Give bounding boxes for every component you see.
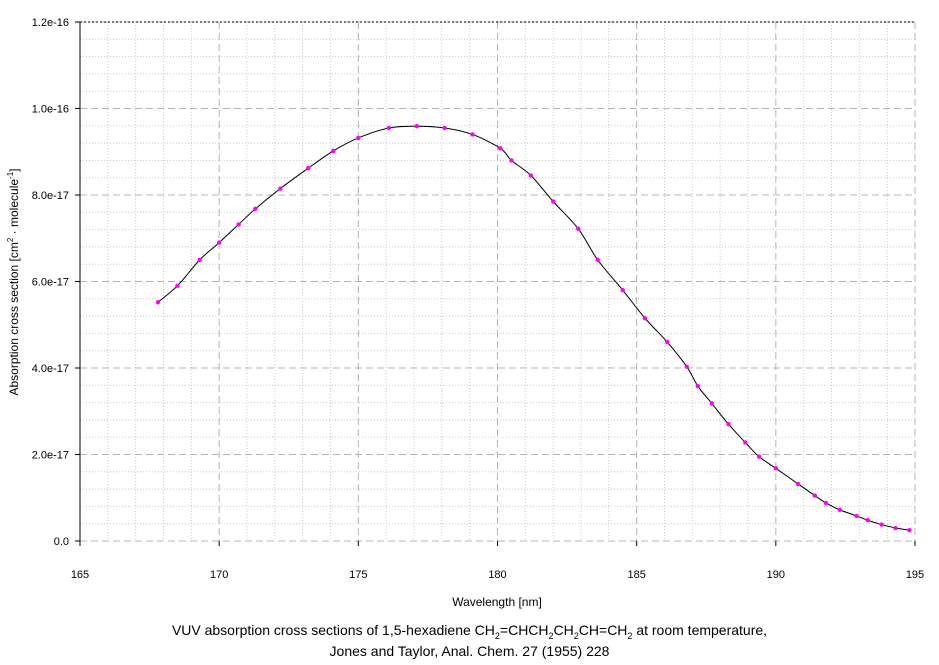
data-point: [795, 481, 801, 487]
y-tick-label: 6.0e-17: [32, 277, 69, 289]
caption-sub-1: 2: [494, 630, 500, 641]
data-point: [306, 165, 311, 171]
data-point: [823, 500, 829, 506]
y-tick-label: 1.2e-16: [32, 17, 69, 29]
x-tick-label: 165: [71, 569, 89, 581]
data-point: [216, 240, 222, 245]
plot-area: [155, 124, 912, 533]
y-axis-label-exp2: -1: [6, 171, 15, 179]
data-point: [155, 300, 161, 305]
data-point: [528, 173, 534, 178]
x-tick-label: 170: [210, 569, 228, 581]
data-point: [253, 206, 258, 212]
grid: [79, 21, 916, 542]
y-axis-label-exp1: 2: [6, 237, 15, 242]
data-point: [642, 316, 648, 321]
y-tick-label: 2.0e-17: [32, 450, 69, 462]
data-point: [865, 518, 870, 523]
data-point: [854, 513, 859, 519]
x-tick-label: 180: [488, 569, 506, 581]
axes: [75, 21, 916, 546]
data-point: [414, 124, 419, 129]
caption-line-1: VUV absorption cross sections of 1,5-hex…: [0, 622, 939, 641]
data-point: [278, 186, 283, 191]
data-point: [684, 364, 689, 369]
data-point: [509, 158, 514, 163]
data-point: [893, 525, 898, 531]
absorption-chart: 165 170 175 180 185 190 195 0.0 2.0e-17 4.0e-17 6.…: [6, 17, 924, 609]
caption-text-post: at room temperature,: [632, 622, 768, 638]
data-point: [879, 522, 884, 527]
data-point: [197, 257, 202, 263]
y-axis-label: Absorption cross section [cm2 · molecule…: [6, 168, 21, 395]
data-point: [907, 527, 912, 533]
data-point: [812, 493, 817, 498]
data-point: [695, 383, 701, 389]
x-tick-label: 175: [349, 569, 367, 581]
data-point: [175, 283, 180, 289]
x-tick-label: 190: [767, 569, 785, 581]
data-point: [665, 339, 670, 345]
data-point: [576, 226, 581, 231]
data-point: [773, 466, 779, 471]
caption-text-mid2: CH: [553, 622, 574, 638]
caption-sub-3: 2: [573, 630, 579, 641]
data-point: [386, 125, 392, 131]
y-tick-label: 4.0e-17: [32, 363, 69, 375]
data-point: [498, 146, 503, 151]
data-point: [470, 132, 475, 137]
series-line: [157, 125, 910, 531]
y-tick-label: 8.0e-17: [32, 190, 69, 202]
tick-labels: 165 170 175 180 185 190 195 0.0 2.0e-17 4.0e-17 6.…: [32, 17, 924, 581]
x-tick-label: 185: [627, 569, 645, 581]
data-point: [356, 135, 361, 141]
data-point: [709, 401, 715, 406]
y-axis-label-part3: ]: [7, 168, 21, 171]
data-point: [726, 422, 731, 427]
y-axis-label-part2: · molecule: [7, 179, 21, 238]
x-tick-label: 195: [906, 569, 924, 581]
data-point: [442, 125, 447, 131]
caption-text-mid1: =CHCH: [499, 622, 549, 638]
caption-text-pre: VUV absorption cross sections of 1,5-hex…: [171, 622, 495, 638]
data-point: [743, 440, 748, 445]
data-point: [595, 257, 600, 263]
caption-sub-4: 2: [627, 630, 633, 641]
y-axis-label-part1: Absorption cross section [cm: [7, 242, 21, 395]
data-point: [331, 148, 336, 154]
y-tick-label: 0.0: [54, 536, 69, 548]
data-point: [236, 222, 241, 227]
caption-line-2: Jones and Taylor, Anal. Chem. 27 (1955) …: [329, 643, 610, 659]
x-axis-label: Wavelength [nm]: [452, 595, 542, 609]
y-tick-label: 1.0e-16: [32, 104, 69, 116]
data-point: [837, 507, 843, 513]
data-point: [550, 199, 556, 204]
data-point: [756, 454, 762, 459]
caption-text-mid3: CH=CH: [578, 622, 628, 638]
data-point: [620, 287, 625, 293]
caption-sub-2: 2: [548, 630, 554, 641]
